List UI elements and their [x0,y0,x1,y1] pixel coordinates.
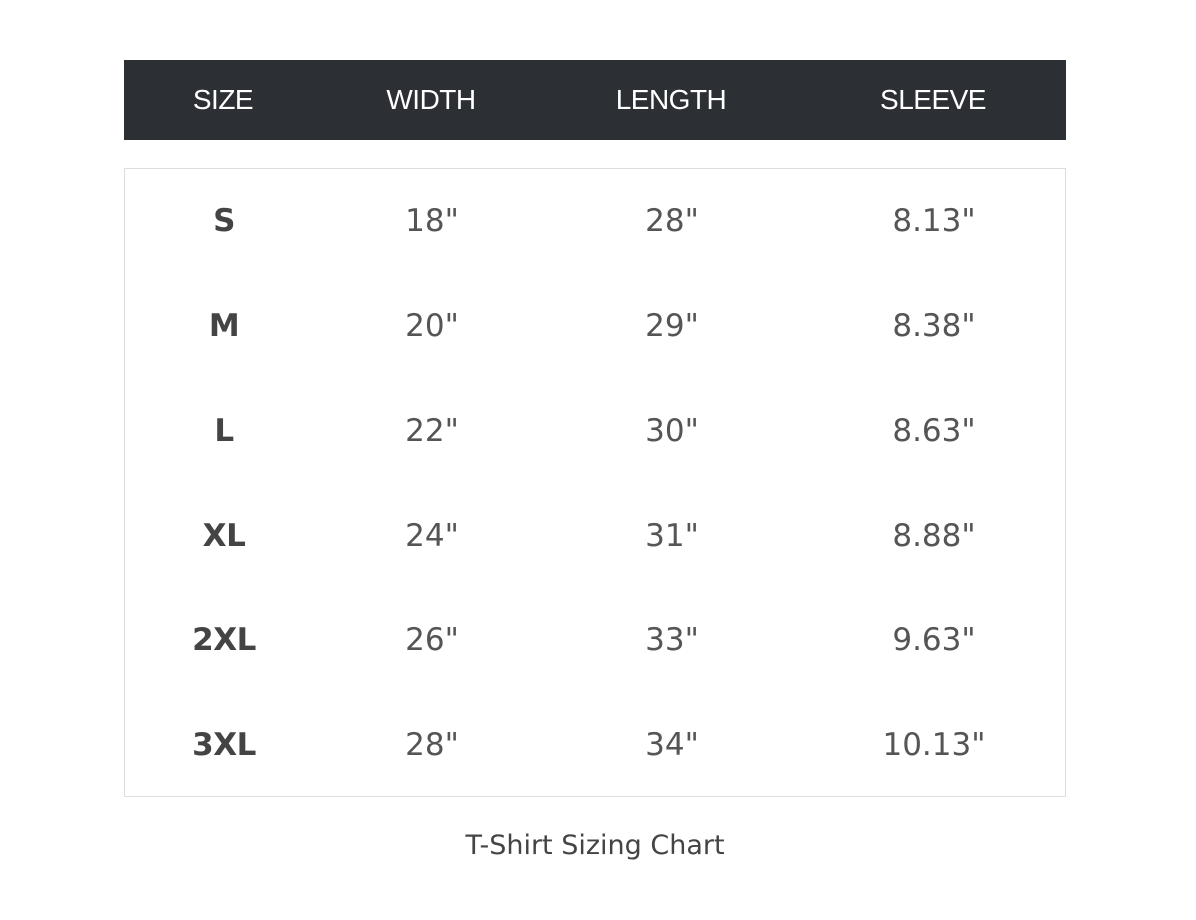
length-cell: 33" [645,622,699,658]
header-sleeve: SLEEVE [880,84,986,115]
size-cell: M [208,308,240,344]
size-cell: S [213,203,235,239]
table-row: S 18" 28" 8.13" [125,169,1065,273]
header-length: LENGTH [615,84,727,115]
size-cell: 2XL [192,622,256,658]
sleeve-cell: 8.63" [892,413,976,449]
width-cell: 18" [405,203,459,239]
size-cell: 3XL [192,727,256,763]
length-cell: 31" [645,518,699,554]
width-cell: 24" [405,518,459,554]
table-row: 3XL 28" 34" 10.13" [125,693,1065,797]
width-cell: 20" [405,308,459,344]
table-row: M 20" 29" 8.38" [125,274,1065,378]
sleeve-cell: 8.38" [892,308,976,344]
sleeve-cell: 8.88" [892,518,976,554]
length-cell: 30" [645,413,699,449]
header-size: SIZE [192,84,254,115]
width-cell: 22" [405,413,459,449]
table-header: SIZE WIDTH LENGTH SLEEVE [124,60,1066,140]
sleeve-cell: 8.13" [892,203,976,239]
length-cell: 28" [645,203,699,239]
sleeve-cell: 9.63" [892,622,976,658]
table-row: L 22" 30" 8.63" [125,379,1065,483]
table-row: 2XL 26" 33" 9.63" [125,588,1065,692]
sizing-table-body: S 18" 28" 8.13" M 20" 29" 8.38" L 22" 30… [124,168,1066,797]
header-width: WIDTH [386,84,476,115]
size-cell: L [214,413,234,449]
size-cell: XL [202,518,246,554]
length-cell: 34" [645,727,699,763]
width-cell: 28" [405,727,459,763]
chart-caption: T-Shirt Sizing Chart [465,830,725,861]
sleeve-cell: 10.13" [882,727,986,763]
length-cell: 29" [645,308,699,344]
width-cell: 26" [405,622,459,658]
table-row: XL 24" 31" 8.88" [125,484,1065,588]
